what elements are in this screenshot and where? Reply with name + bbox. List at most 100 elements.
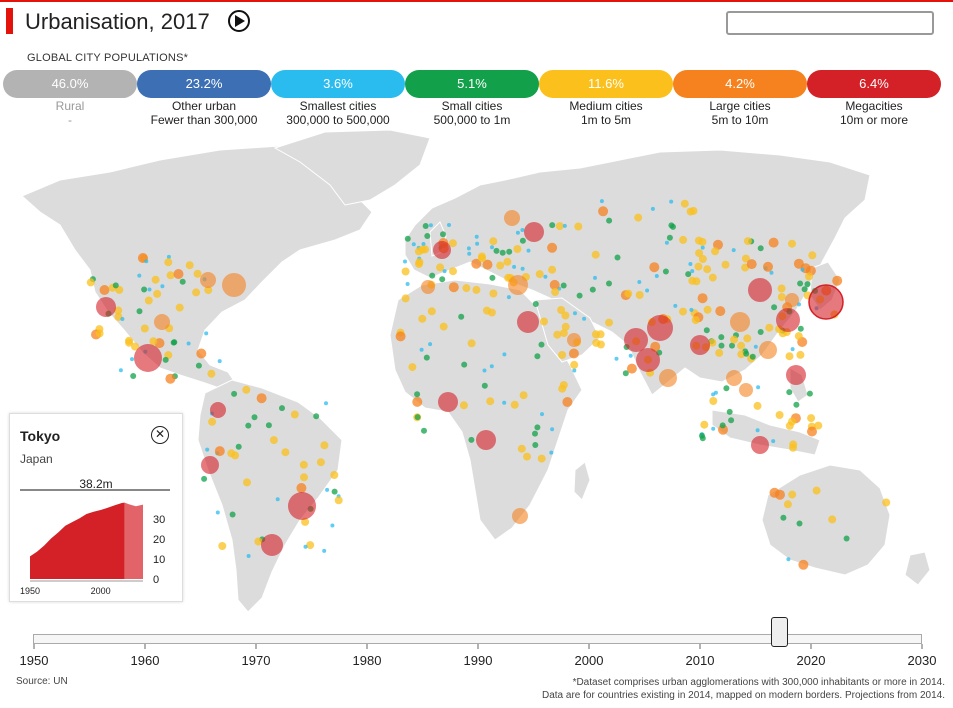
- city-marker[interactable]: [540, 317, 548, 326]
- city-marker[interactable]: [506, 295, 511, 300]
- city-marker[interactable]: [517, 311, 539, 333]
- city-marker[interactable]: [783, 500, 792, 509]
- city-marker[interactable]: [489, 237, 498, 246]
- city-marker[interactable]: [626, 363, 637, 374]
- city-marker[interactable]: [591, 330, 600, 339]
- city-marker[interactable]: [768, 237, 779, 248]
- city-marker[interactable]: [726, 370, 742, 386]
- city-marker[interactable]: [543, 274, 548, 279]
- city-marker[interactable]: [401, 267, 410, 276]
- city-marker[interactable]: [520, 228, 525, 232]
- category-medium-cities[interactable]: 11.6% Medium cities 1m to 5m: [539, 70, 673, 127]
- city-marker[interactable]: [526, 248, 531, 253]
- city-marker[interactable]: [418, 314, 427, 323]
- city-marker[interactable]: [214, 446, 225, 457]
- city-marker[interactable]: [551, 288, 560, 296]
- city-marker[interactable]: [160, 284, 165, 289]
- city-marker[interactable]: [591, 250, 600, 259]
- city-marker[interactable]: [832, 275, 843, 286]
- city-marker[interactable]: [786, 389, 793, 396]
- city-marker[interactable]: [300, 473, 308, 482]
- city-marker[interactable]: [636, 348, 660, 372]
- city-marker[interactable]: [478, 254, 486, 263]
- city-marker[interactable]: [140, 324, 149, 333]
- city-marker[interactable]: [664, 240, 669, 245]
- city-marker[interactable]: [461, 361, 468, 368]
- city-marker[interactable]: [217, 359, 222, 364]
- city-marker[interactable]: [448, 282, 459, 293]
- city-marker[interactable]: [421, 242, 426, 246]
- city-marker[interactable]: [765, 323, 774, 332]
- city-marker[interactable]: [535, 270, 544, 279]
- city-marker[interactable]: [685, 271, 692, 278]
- city-marker[interactable]: [504, 210, 520, 226]
- city-marker[interactable]: [192, 288, 201, 297]
- city-marker[interactable]: [222, 273, 246, 297]
- city-marker[interactable]: [532, 430, 538, 437]
- city-marker[interactable]: [800, 267, 805, 272]
- city-marker[interactable]: [467, 251, 472, 256]
- city-marker[interactable]: [679, 307, 687, 316]
- city-marker[interactable]: [793, 401, 800, 408]
- city-marker[interactable]: [256, 393, 267, 404]
- city-marker[interactable]: [462, 284, 471, 293]
- city-marker[interactable]: [801, 286, 808, 293]
- city-marker[interactable]: [290, 410, 299, 419]
- city-marker[interactable]: [482, 368, 487, 373]
- city-marker[interactable]: [808, 251, 817, 260]
- city-marker[interactable]: [144, 259, 149, 264]
- city-marker[interactable]: [401, 294, 410, 303]
- city-marker[interactable]: [812, 486, 821, 495]
- city-marker[interactable]: [448, 239, 457, 248]
- city-marker[interactable]: [622, 370, 629, 377]
- city-marker[interactable]: [324, 401, 328, 406]
- city-marker[interactable]: [572, 368, 577, 373]
- city-marker[interactable]: [690, 335, 710, 355]
- city-marker[interactable]: [540, 412, 544, 417]
- city-marker[interactable]: [246, 554, 251, 558]
- city-marker[interactable]: [729, 342, 735, 349]
- city-marker[interactable]: [275, 497, 280, 502]
- city-marker[interactable]: [96, 297, 116, 317]
- city-marker[interactable]: [147, 287, 152, 292]
- city-marker[interactable]: [173, 269, 184, 279]
- city-marker[interactable]: [404, 235, 411, 242]
- category-megacities[interactable]: 6.4% Megacities 10m or more: [807, 70, 941, 127]
- city-marker[interactable]: [562, 397, 573, 407]
- city-marker[interactable]: [775, 489, 785, 500]
- city-marker[interactable]: [439, 276, 446, 283]
- city-marker[interactable]: [775, 411, 784, 419]
- world-map[interactable]: [0, 130, 953, 630]
- city-marker[interactable]: [700, 420, 709, 429]
- city-marker[interactable]: [708, 273, 717, 282]
- city-marker[interactable]: [694, 262, 703, 271]
- city-marker[interactable]: [447, 223, 451, 227]
- city-marker[interactable]: [759, 341, 777, 359]
- city-marker[interactable]: [807, 414, 816, 423]
- city-marker[interactable]: [606, 280, 612, 287]
- city-marker[interactable]: [131, 342, 139, 351]
- city-marker[interactable]: [689, 206, 698, 215]
- city-marker[interactable]: [436, 263, 445, 272]
- city-marker[interactable]: [162, 356, 169, 363]
- city-marker[interactable]: [489, 289, 498, 298]
- city-marker[interactable]: [751, 436, 769, 454]
- city-marker[interactable]: [201, 456, 219, 474]
- city-marker[interactable]: [723, 385, 730, 392]
- city-marker[interactable]: [739, 383, 753, 397]
- city-marker[interactable]: [548, 265, 557, 274]
- city-marker[interactable]: [421, 245, 430, 254]
- city-marker[interactable]: [519, 237, 526, 244]
- city-marker[interactable]: [423, 354, 430, 361]
- city-marker[interactable]: [730, 335, 738, 344]
- city-marker[interactable]: [730, 312, 750, 332]
- timeline-year-label[interactable]: 1990: [464, 653, 493, 668]
- timeline-track[interactable]: [33, 634, 922, 644]
- city-marker[interactable]: [438, 392, 458, 412]
- city-marker[interactable]: [785, 352, 794, 361]
- city-marker[interactable]: [512, 264, 517, 269]
- city-marker[interactable]: [598, 206, 609, 217]
- city-marker[interactable]: [562, 223, 567, 228]
- city-marker[interactable]: [780, 514, 787, 521]
- city-marker[interactable]: [281, 448, 290, 457]
